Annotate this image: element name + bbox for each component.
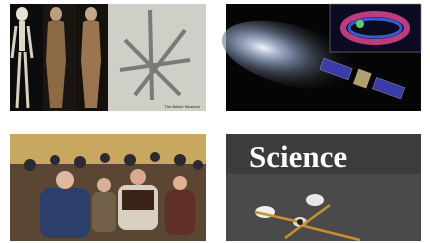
comet-photo: [215, 4, 421, 111]
photo-credit: The British Museum: [164, 104, 200, 109]
masthead: Science: [249, 139, 347, 174]
audience-photo: [10, 134, 206, 241]
science-cover: Science: [226, 134, 421, 241]
collage: The British Museum: [0, 0, 430, 243]
mummy-photo: The British Museum: [10, 4, 206, 111]
